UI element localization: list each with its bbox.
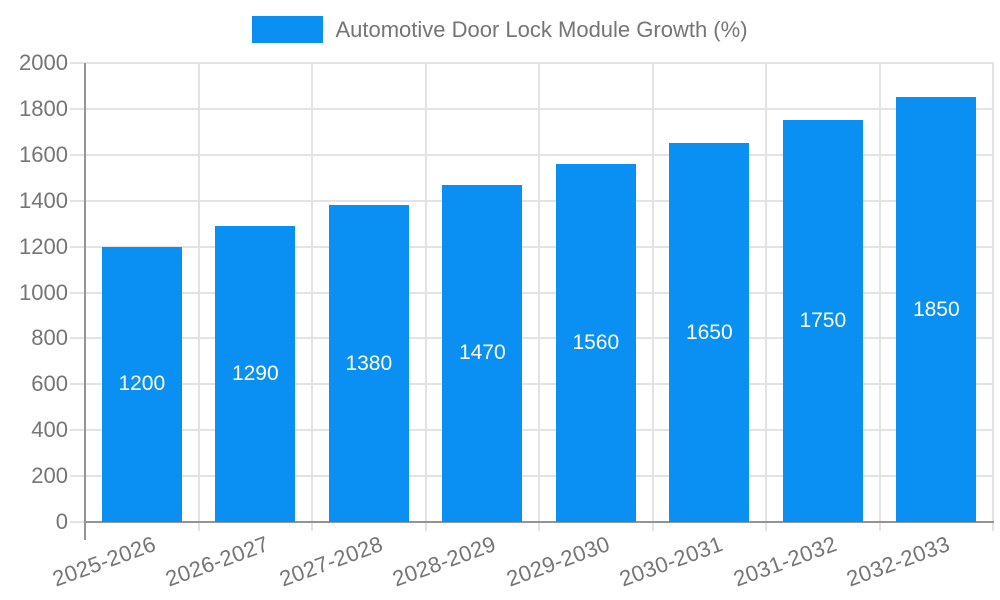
y-tick-label: 800 bbox=[31, 325, 68, 351]
x-tick-label: 2026-2027 bbox=[162, 531, 273, 592]
h-gridline bbox=[70, 153, 994, 156]
y-tick-label: 2000 bbox=[19, 50, 68, 75]
y-tick-label: 1800 bbox=[19, 95, 68, 121]
h-gridline bbox=[70, 429, 994, 432]
v-gridline bbox=[197, 63, 200, 531]
x-tick-label: 2028-2029 bbox=[389, 531, 500, 592]
bar-value-label: 1470 bbox=[458, 341, 506, 365]
h-gridline bbox=[70, 107, 994, 110]
bar[interactable]: 1200 bbox=[101, 246, 182, 522]
x-tick-label: 2030-2031 bbox=[616, 531, 727, 592]
bar-value-label: 1290 bbox=[231, 361, 279, 385]
bar-value-label: 1200 bbox=[118, 372, 166, 396]
legend-swatch bbox=[252, 16, 324, 43]
bar[interactable]: 1380 bbox=[328, 205, 409, 522]
bar-value-label: 1560 bbox=[572, 331, 620, 354]
bar-value-label: 1850 bbox=[912, 297, 960, 321]
h-gridline bbox=[70, 245, 994, 248]
h-gridline bbox=[70, 383, 994, 386]
bar-value-label: 1380 bbox=[345, 351, 393, 375]
x-tick-label: 2029-2030 bbox=[502, 531, 613, 592]
v-gridline bbox=[651, 63, 654, 531]
bar[interactable]: 1650 bbox=[669, 143, 750, 522]
legend-item[interactable]: Automotive Door Lock Module Growth (%) bbox=[252, 16, 748, 43]
legend-label: Automotive Door Lock Module Growth (%) bbox=[335, 17, 748, 42]
bar[interactable]: 1290 bbox=[215, 225, 296, 522]
y-tick-label: 200 bbox=[31, 463, 68, 489]
v-gridline bbox=[424, 63, 427, 531]
legend: Automotive Door Lock Module Growth (%) bbox=[0, 16, 1000, 43]
v-gridline bbox=[311, 63, 313, 531]
y-axis-line bbox=[84, 63, 86, 540]
x-tick-label: 2032-2033 bbox=[843, 531, 954, 592]
y-tick-label: 1000 bbox=[19, 279, 68, 305]
x-tick-label: 2031-2032 bbox=[729, 531, 840, 592]
y-tick-label: 1600 bbox=[19, 141, 68, 167]
v-gridline bbox=[878, 63, 881, 531]
v-gridline bbox=[992, 63, 994, 531]
y-tick-label: 0 bbox=[55, 509, 68, 534]
bar-value-label: 1750 bbox=[799, 309, 847, 333]
h-gridline bbox=[70, 199, 994, 202]
y-tick-label: 600 bbox=[31, 371, 68, 397]
x-tick-label: 2027-2028 bbox=[275, 531, 386, 592]
bar[interactable]: 1560 bbox=[555, 164, 636, 522]
y-tick-label: 400 bbox=[31, 417, 68, 443]
bar[interactable]: 1470 bbox=[442, 184, 523, 522]
bar[interactable]: 1850 bbox=[896, 97, 977, 522]
h-gridline bbox=[70, 62, 994, 64]
x-axis-line bbox=[84, 521, 994, 523]
v-gridline bbox=[538, 63, 540, 531]
h-gridline bbox=[70, 337, 994, 340]
bar[interactable]: 1750 bbox=[782, 120, 863, 522]
v-gridline bbox=[765, 63, 767, 531]
h-gridline bbox=[70, 475, 994, 478]
y-tick-label: 1200 bbox=[19, 233, 68, 259]
bar-value-label: 1650 bbox=[685, 320, 733, 344]
y-tick-label: 1400 bbox=[19, 187, 68, 213]
h-gridline bbox=[70, 291, 994, 294]
x-tick-label: 2025-2026 bbox=[48, 531, 159, 592]
